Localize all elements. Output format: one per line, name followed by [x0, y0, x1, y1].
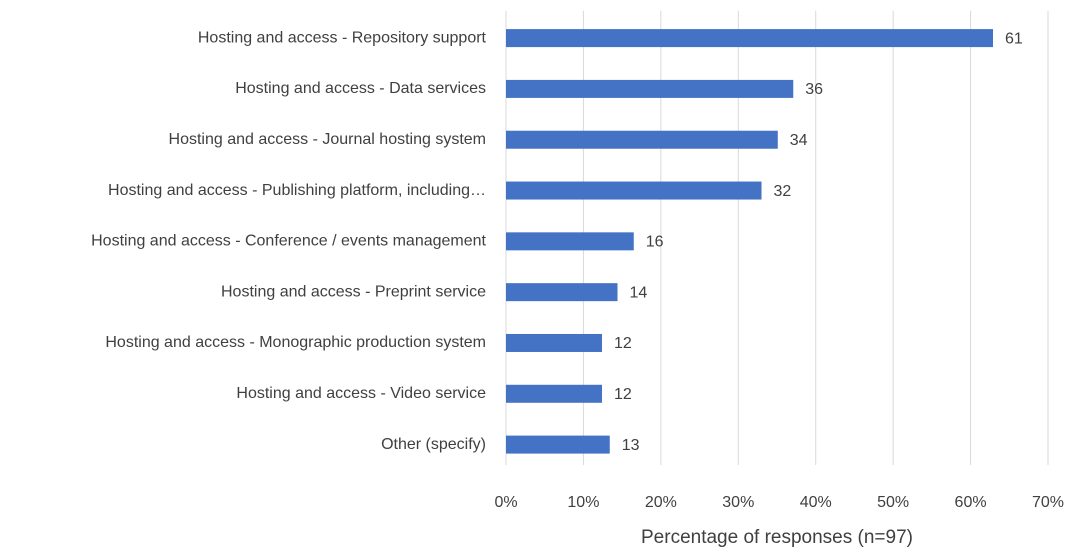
- data-label: 61: [1005, 30, 1023, 47]
- y-tick-label: Hosting and access - Video service: [236, 385, 486, 402]
- bar: [506, 29, 994, 48]
- data-label: 36: [805, 81, 823, 98]
- x-tick-label: 30%: [722, 494, 754, 511]
- data-label: 12: [614, 335, 632, 352]
- y-tick-label: Hosting and access - Publishing platform…: [108, 182, 486, 199]
- bar: [506, 384, 603, 403]
- x-axis-title: Percentage of responses (n=97): [641, 527, 913, 548]
- data-label: 16: [646, 234, 664, 251]
- x-tick-label: 40%: [800, 494, 832, 511]
- y-tick-label: Hosting and access - Preprint service: [221, 283, 486, 300]
- data-label: 14: [629, 284, 647, 301]
- bar: [506, 130, 778, 149]
- y-tick-label: Hosting and access - Data services: [235, 80, 486, 97]
- y-tick-label: Hosting and access - Journal hosting sys…: [169, 131, 486, 148]
- x-tick-label: 70%: [1032, 494, 1064, 511]
- x-tick-label: 20%: [645, 494, 677, 511]
- y-tick-label: Hosting and access - Conference / events…: [91, 233, 486, 250]
- data-label: 12: [614, 386, 632, 403]
- x-tick-label: 0%: [494, 494, 517, 511]
- bar: [506, 79, 794, 98]
- bar: [506, 232, 634, 251]
- bar: [506, 333, 603, 352]
- bar: [506, 435, 610, 454]
- bar: [506, 181, 762, 200]
- y-tick-label: Hosting and access - Monographic product…: [105, 334, 486, 351]
- bar: [506, 283, 618, 302]
- data-label: 13: [622, 437, 640, 454]
- y-tick-label: Other (specify): [381, 436, 486, 453]
- x-tick-label: 60%: [955, 494, 987, 511]
- y-tick-label: Hosting and access - Repository support: [198, 29, 487, 46]
- x-tick-label: 50%: [877, 494, 909, 511]
- data-label: 34: [790, 132, 808, 149]
- x-tick-label: 10%: [567, 494, 599, 511]
- data-label: 32: [774, 183, 792, 200]
